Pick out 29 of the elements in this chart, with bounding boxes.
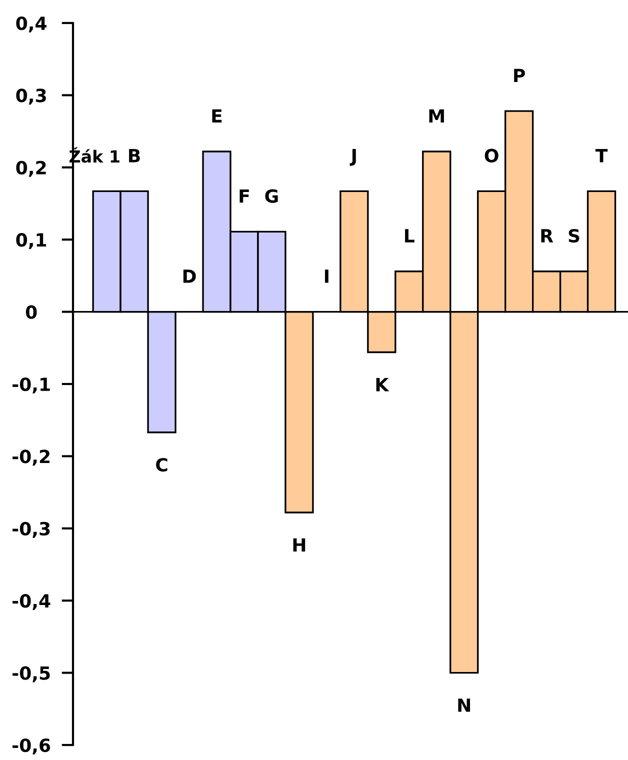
y-tick-label: -0,2 (12, 450, 50, 466)
y-tick-label: 0,1 (16, 233, 46, 250)
x-tick-label: H (293, 538, 306, 552)
x-tick-label: J (350, 149, 356, 166)
x-tick-label: L (405, 229, 414, 242)
y-tick-label: 0,2 (16, 160, 46, 177)
x-tick-label: N (458, 698, 470, 712)
y-tick-label: 0 (26, 305, 37, 319)
y-tick-label: 0,3 (16, 88, 46, 105)
x-tick-label: S (568, 228, 580, 243)
x-tick-label: E (212, 109, 222, 122)
x-tick-label: K (376, 378, 390, 392)
x-tick-label: O (484, 148, 498, 162)
y-tick-label: -0,6 (12, 738, 50, 754)
x-tick-label: T (595, 149, 608, 162)
x-tick-label: F (240, 189, 249, 203)
x-tick-label: R (541, 229, 554, 242)
x-tick-label: D (183, 270, 196, 283)
y-tick-label: -0,4 (12, 594, 50, 610)
x-tick-label: P (514, 68, 525, 82)
y-tick-label: -0,3 (12, 522, 50, 538)
x-tick-label: B (129, 149, 140, 162)
x-tick-label: G (265, 189, 278, 203)
y-tick-label: 0,4 (16, 16, 46, 32)
x-tick-label: I (324, 270, 328, 283)
y-tick-label: -0,5 (12, 666, 50, 682)
x-tick-label: C (156, 458, 168, 472)
x-tick-label: M (429, 109, 444, 122)
y-tick-label: -0,1 (12, 377, 50, 394)
